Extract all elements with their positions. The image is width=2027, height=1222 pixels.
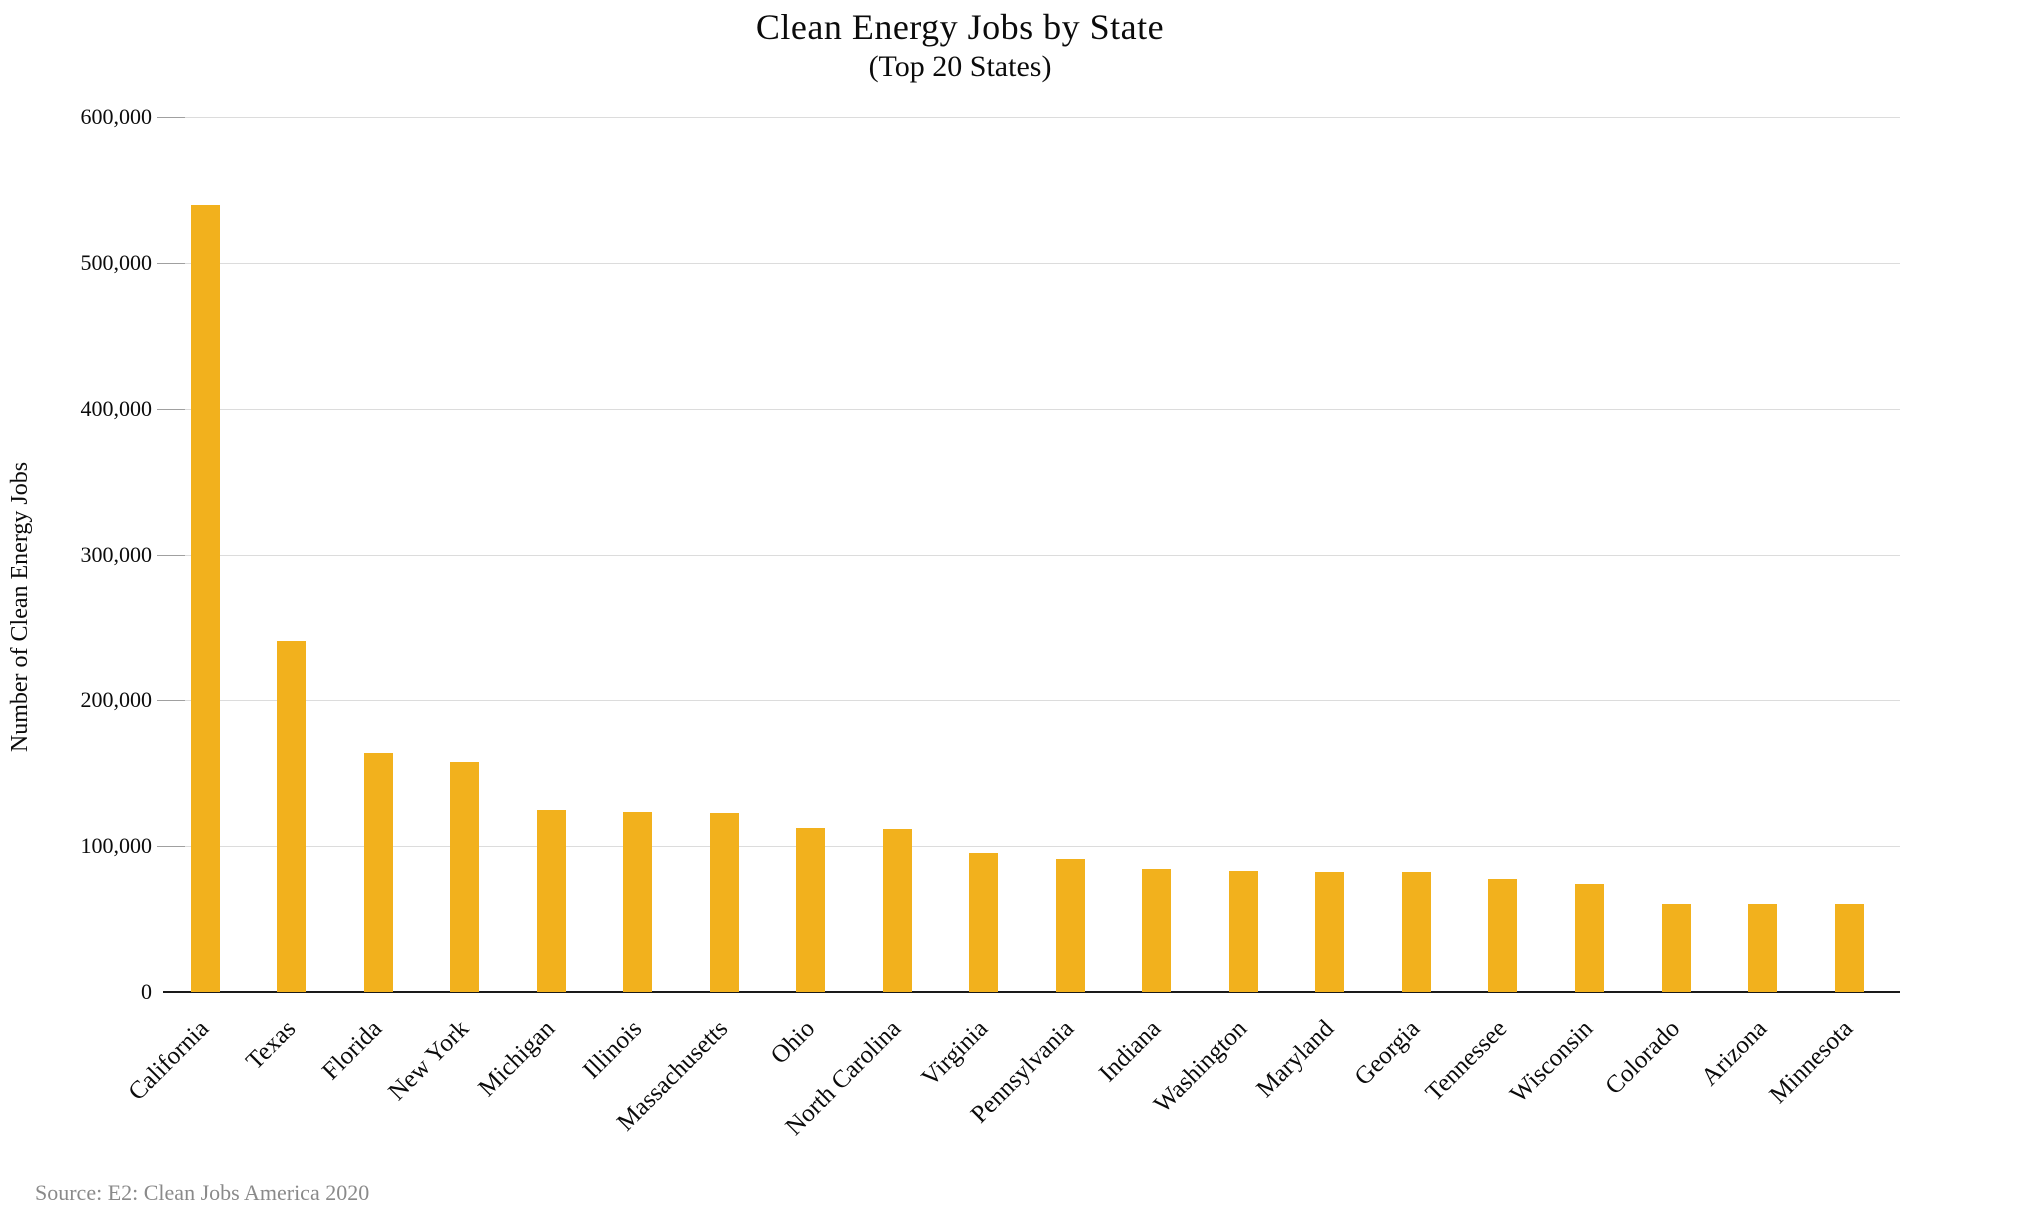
- chart-subtitle: (Top 20 States): [868, 50, 1052, 83]
- bar-georgia: [1401, 872, 1431, 992]
- bar-virginia: [969, 853, 999, 992]
- y-tick-label: 300,000: [80, 541, 153, 567]
- bar-texas: [277, 641, 307, 992]
- bar-illinois: [623, 811, 653, 992]
- bar-minnesota: [1834, 903, 1864, 992]
- gridline: [163, 846, 1900, 848]
- y-tick-label: 500,000: [80, 249, 153, 275]
- y-axis-tick: [157, 117, 185, 118]
- bar-arizona: [1748, 903, 1778, 992]
- bar-washington: [1228, 870, 1258, 992]
- bar-wisconsin: [1574, 884, 1604, 992]
- gridline: [163, 117, 1900, 118]
- gridline: [163, 700, 1900, 702]
- gridline: [163, 554, 1900, 556]
- y-axis-tick: [157, 262, 185, 264]
- bar-maryland: [1315, 871, 1345, 992]
- bar-florida: [363, 752, 393, 992]
- bar-indiana: [1142, 868, 1172, 992]
- bar-colorado: [1661, 903, 1691, 992]
- source-note: Source: E2: Clean Jobs America 2020: [35, 1180, 370, 1205]
- bar-north-carolina: [882, 828, 912, 992]
- y-axis-tick: [157, 554, 185, 556]
- gridline: [163, 408, 1900, 410]
- bar-pennsylvania: [1055, 859, 1085, 992]
- y-tick-label: 400,000: [80, 395, 153, 421]
- bar-massachusetts: [709, 812, 739, 992]
- y-tick-label: 100,000: [80, 833, 153, 859]
- gridline: [163, 262, 1900, 264]
- y-axis-tick: [157, 700, 185, 702]
- y-tick-label: 200,000: [80, 687, 153, 713]
- bar-california: [190, 204, 220, 992]
- y-axis-tick: [157, 408, 185, 410]
- bar-michigan: [536, 809, 566, 992]
- x-axis-line: [163, 991, 1900, 993]
- y-tick-label: 0: [141, 979, 152, 1004]
- bar-ohio: [796, 827, 826, 992]
- bar-tennessee: [1488, 878, 1518, 992]
- y-tick-label: 600,000: [80, 104, 153, 129]
- bar-new-york: [450, 761, 480, 992]
- chart-title: Clean Energy Jobs by State: [755, 7, 1165, 47]
- y-axis-tick: [157, 846, 185, 848]
